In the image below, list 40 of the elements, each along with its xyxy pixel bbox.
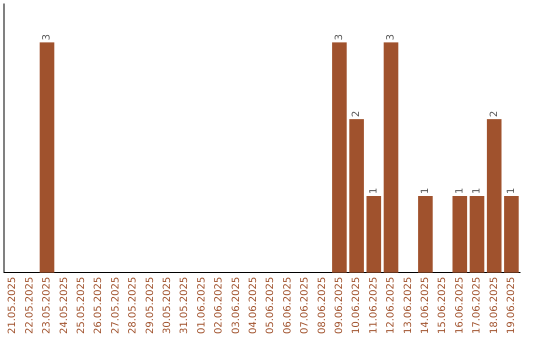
x-tick-label: 15.06.2025 (437, 276, 448, 334)
x-tick-label: 07.06.2025 (300, 276, 311, 334)
x-tick-label: 08.06.2025 (316, 276, 328, 334)
data-label: 3 (334, 34, 345, 40)
x-tick-label: 31.05.2025 (179, 276, 190, 334)
x-tick-label: 25.05.2025 (76, 276, 87, 334)
x-tick-label: 17.06.2025 (472, 276, 483, 334)
x-tick-label: 19.06.2025 (506, 276, 517, 334)
x-tick-label: 21.05.2025 (7, 276, 18, 334)
x-tick-label: 24.05.2025 (58, 276, 70, 334)
x-tick-label: 14.06.2025 (420, 276, 431, 334)
x-tick-label: 27.05.2025 (110, 276, 122, 334)
x-tick-label: 13.06.2025 (402, 276, 414, 334)
x-tick-label: 30.05.2025 (162, 276, 173, 334)
data-label: 1 (368, 188, 380, 194)
x-tick-label: 29.05.2025 (144, 276, 156, 334)
x-tick-label: 23.05.2025 (42, 276, 53, 334)
x-tick-label: 02.06.2025 (214, 276, 225, 334)
x-tick-label: 12.06.2025 (386, 276, 397, 334)
data-label: 1 (454, 188, 466, 194)
x-tick-label: 09.06.2025 (334, 276, 345, 334)
data-label: 1 (506, 188, 517, 194)
data-label: 2 (351, 110, 362, 118)
x-tick-label: 06.06.2025 (282, 276, 294, 334)
x-tick-label: 10.06.2025 (351, 276, 362, 334)
data-label: 3 (386, 34, 397, 40)
x-tick-label: 03.06.2025 (230, 276, 242, 334)
x-tick-label: 04.06.2025 (248, 276, 259, 334)
x-tick-label: 28.05.2025 (128, 276, 139, 334)
data-label: 2 (488, 110, 500, 118)
x-tick-label: 18.06.2025 (488, 276, 500, 334)
x-tick-label: 16.06.2025 (454, 276, 466, 334)
x-tick-label: 22.05.2025 (24, 276, 36, 334)
x-tick-label: 05.06.2025 (265, 276, 276, 334)
data-label: 3 (42, 34, 53, 40)
data-label: 1 (420, 188, 431, 194)
x-tick-label: 26.05.2025 (93, 276, 104, 334)
data-label: 1 (472, 188, 483, 194)
x-tick-label: 11.06.2025 (368, 276, 380, 334)
x-tick-label: 01.06.2025 (196, 276, 208, 334)
